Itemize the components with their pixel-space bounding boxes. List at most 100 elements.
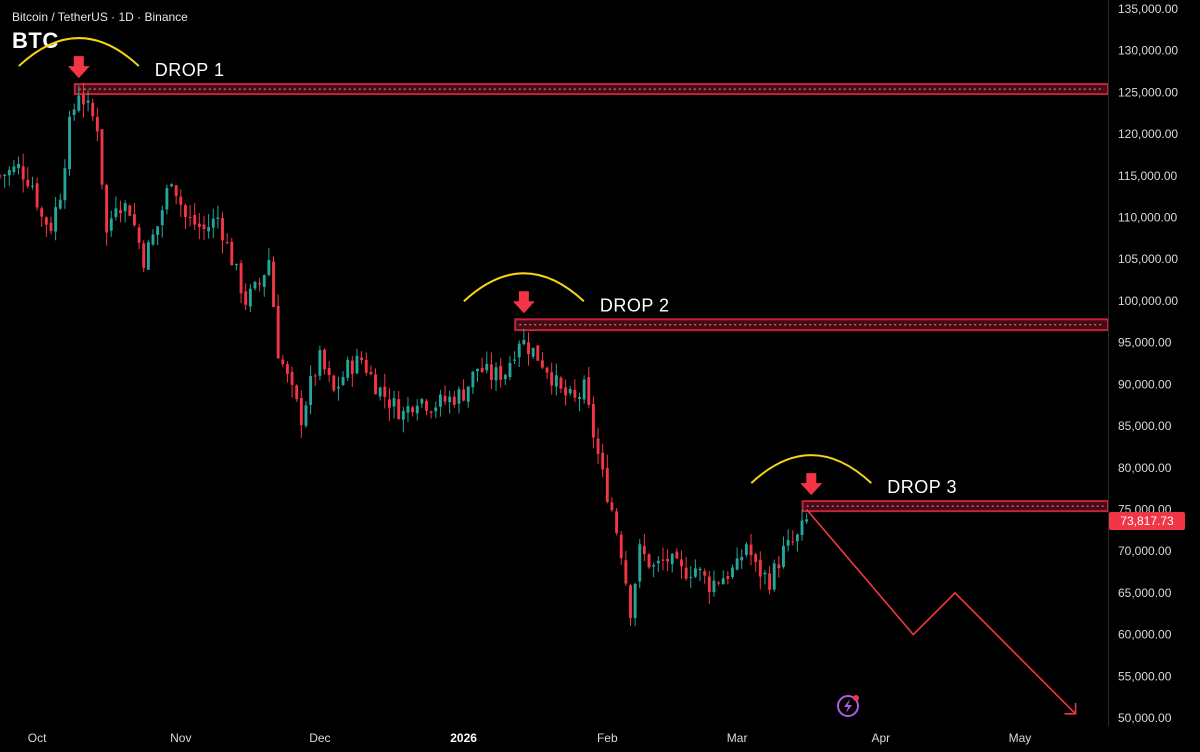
candle-body xyxy=(513,359,517,361)
candle-body xyxy=(582,379,586,400)
lightning-icon[interactable] xyxy=(837,695,859,717)
candle-body xyxy=(21,166,25,180)
candle-body xyxy=(624,560,628,584)
top-arc xyxy=(750,454,872,484)
symbol-description: Bitcoin / TetherUS · 1D · Binance xyxy=(12,10,188,24)
candle-body xyxy=(281,359,285,365)
candle-body xyxy=(499,365,503,380)
price-axis[interactable]: 135,000.00 130,000.00 125,000.00 120,000.00… xyxy=(1118,2,1178,725)
candle-body xyxy=(346,359,350,378)
candle-body xyxy=(425,400,428,411)
candle-body xyxy=(221,218,224,241)
candle-body xyxy=(749,544,753,556)
price-tick-label: 120,000.00 xyxy=(1118,127,1178,141)
candle-body xyxy=(564,387,568,396)
time-tick-label: May xyxy=(1009,731,1032,745)
price-axis-border xyxy=(1108,0,1109,726)
candle-body xyxy=(800,520,804,536)
candle-body xyxy=(327,368,331,376)
candle-body xyxy=(174,185,178,197)
top-arc xyxy=(463,272,585,303)
candle-body xyxy=(652,565,656,567)
candle-body xyxy=(72,109,76,115)
candle-body xyxy=(443,395,447,402)
candle-body xyxy=(629,585,632,619)
candle-body xyxy=(707,576,711,593)
candle-body xyxy=(434,407,438,412)
candle-body xyxy=(258,283,262,285)
candle-body xyxy=(684,567,688,579)
price-tick-label: 80,000.00 xyxy=(1118,461,1172,475)
candle-body xyxy=(758,559,762,577)
price-tick-label: 135,000.00 xyxy=(1118,2,1178,16)
price-tick-label: 90,000.00 xyxy=(1118,377,1172,391)
candle-body xyxy=(82,94,85,105)
resistance-zone xyxy=(514,318,1109,332)
candle-body xyxy=(267,260,271,275)
candle-body xyxy=(554,375,558,387)
time-tick-label: Oct xyxy=(28,731,47,745)
candle-body xyxy=(105,184,109,233)
candle-body xyxy=(550,372,554,386)
candle-body xyxy=(35,183,39,208)
candle-body xyxy=(517,343,521,358)
candle-body xyxy=(58,199,62,209)
candle-body xyxy=(689,576,693,578)
candle-body xyxy=(735,558,739,570)
candle-body xyxy=(151,234,155,245)
candle-body xyxy=(578,397,581,399)
candle-body xyxy=(285,364,289,375)
candle-body xyxy=(786,539,790,546)
candle-body xyxy=(7,169,11,176)
candle-body xyxy=(309,375,313,405)
candle-body xyxy=(619,534,623,559)
candle-body xyxy=(540,360,544,368)
candle-body xyxy=(527,342,530,355)
candle-body xyxy=(374,374,377,395)
candle-body xyxy=(591,403,595,438)
candle-body xyxy=(397,399,401,420)
candle-body xyxy=(429,411,433,413)
candle-body xyxy=(452,396,456,405)
candle-body xyxy=(165,188,169,210)
candle-body xyxy=(350,360,354,374)
candle-body xyxy=(726,576,730,579)
candle-body xyxy=(142,243,146,268)
candle-body xyxy=(123,203,127,212)
candle-body xyxy=(601,452,605,470)
candle-body xyxy=(341,377,345,385)
time-tick-label: Nov xyxy=(170,731,191,745)
candle-body xyxy=(680,559,683,567)
candle-body xyxy=(740,556,744,561)
drop-label: DROP 2 xyxy=(600,295,670,315)
price-tick-label: 95,000.00 xyxy=(1118,336,1172,350)
candle-body xyxy=(508,363,512,377)
candle-body xyxy=(531,347,535,357)
candle-body xyxy=(457,389,461,404)
time-tick-label: 2026 xyxy=(450,731,477,745)
candle-body xyxy=(179,196,183,205)
candle-body xyxy=(109,218,113,231)
candle-body xyxy=(717,582,721,584)
candle-body xyxy=(119,210,122,214)
candle-body xyxy=(754,554,758,562)
candle-body xyxy=(262,275,266,287)
candle-body xyxy=(744,544,748,555)
candle-body xyxy=(160,210,164,226)
drop-label: DROP 1 xyxy=(155,60,225,80)
projection-path xyxy=(806,508,1077,715)
candle-body xyxy=(225,242,229,244)
candle-body xyxy=(795,534,799,542)
candle-body xyxy=(197,223,201,227)
candle-body xyxy=(415,405,419,414)
top-arcs: DROP 1 DROP 2 DROP 3 xyxy=(18,37,957,497)
candle-body xyxy=(503,374,507,380)
candle-body xyxy=(698,568,702,571)
candle-body xyxy=(647,554,651,568)
candle-body xyxy=(133,214,136,226)
time-axis[interactable]: Oct Nov Dec 2026 Feb Mar Apr May xyxy=(28,731,1032,745)
candle-body xyxy=(522,339,526,345)
candle-body xyxy=(392,398,396,407)
candle-body xyxy=(615,511,619,534)
